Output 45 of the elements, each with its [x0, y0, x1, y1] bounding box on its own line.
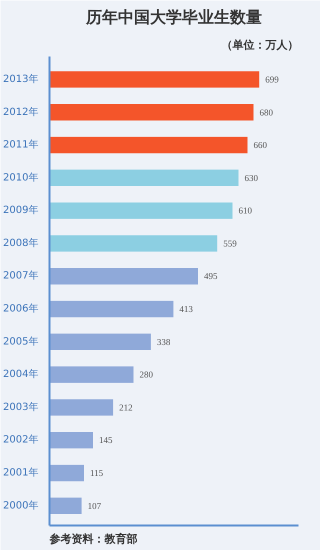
bar: [50, 498, 82, 514]
data-label: 107: [88, 500, 102, 511]
bar: [50, 104, 254, 120]
data-label: 115: [90, 468, 104, 478]
bar: [50, 202, 232, 219]
text: 参考资料：教育部: [48, 532, 138, 546]
bar: [50, 334, 151, 350]
y-tick-label: 2010年: [3, 171, 39, 184]
chart-title: 历年中国大学毕业生数量: [85, 8, 262, 26]
data-label: 338: [156, 336, 171, 347]
bar: [50, 235, 218, 252]
y-tick-label: 2008年: [3, 236, 39, 249]
y-tick-label: 2004年: [3, 368, 39, 380]
y-tick-label: 2012年: [3, 106, 39, 118]
data-label: 610: [238, 206, 252, 216]
data-label: 413: [179, 304, 194, 314]
data-label: 495: [204, 271, 218, 282]
bar: [50, 366, 134, 383]
y-tick-label: 2000年: [3, 499, 39, 512]
data-label: 680: [260, 107, 274, 118]
bar: [50, 136, 248, 154]
y-tick-label: 2007年: [3, 270, 39, 282]
bar: [50, 71, 260, 88]
y-tick-label: 2001年: [3, 466, 39, 479]
bar: [50, 170, 238, 186]
data-label: 699: [265, 74, 280, 84]
data-label: 212: [119, 402, 133, 412]
bar: [50, 268, 198, 284]
y-tick-label: 2013年: [3, 72, 39, 85]
y-tick-label: 2002年: [3, 434, 39, 446]
y-tick-label: 2005年: [3, 335, 39, 348]
data-label: 145: [99, 435, 113, 446]
data-label: 559: [223, 238, 238, 248]
bar: [50, 464, 84, 482]
y-tick-label: 2009年: [3, 204, 39, 216]
bar: [50, 300, 174, 318]
chart-subtitle: （单位：万人）: [222, 38, 298, 52]
bar: [50, 432, 93, 448]
data-label: 280: [140, 370, 154, 380]
y-tick-label: 2011年: [3, 138, 39, 151]
y-tick-label: 2006年: [3, 302, 39, 315]
data-label: 660: [254, 140, 268, 150]
bar: [50, 399, 114, 416]
y-tick-label: 2003年: [3, 400, 39, 413]
data-label: 630: [244, 172, 258, 183]
